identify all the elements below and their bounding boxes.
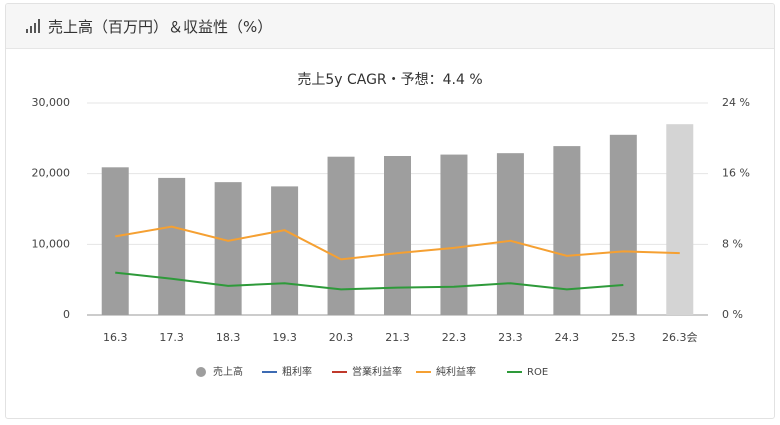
y-tick-label: 0	[63, 308, 70, 321]
bar	[553, 146, 581, 315]
bar	[271, 186, 299, 315]
x-tick-label: 21.3	[385, 331, 410, 344]
card: 売上高（百万円）＆収益性（%）	[5, 3, 775, 419]
card-header: 売上高（百万円）＆収益性（%）	[6, 4, 774, 49]
bar	[609, 134, 637, 315]
bar	[496, 153, 524, 315]
line	[115, 225, 680, 261]
y-tick-label: 20,000	[32, 167, 71, 180]
x-tick-label: 17.3	[159, 331, 184, 344]
legend-label: ROE	[527, 367, 548, 378]
x-tick-label: 24.3	[555, 331, 580, 344]
x-tick-label: 26.3会	[662, 331, 698, 344]
x-tick-label: 16.3	[103, 331, 128, 344]
bar	[214, 182, 242, 315]
x-tick-label: 20.3	[329, 331, 354, 344]
legend-label: 売上高	[213, 365, 243, 378]
bar	[327, 156, 355, 315]
x-tick-label: 22.3	[442, 331, 467, 344]
y2-tick-label: 8 %	[722, 237, 743, 250]
legend-label: 粗利率	[282, 365, 312, 378]
legend-swatch	[196, 367, 206, 377]
y2-tick-label: 24 %	[722, 96, 750, 109]
header-title: 売上高（百万円）＆収益性（%）	[48, 17, 273, 36]
chart-title: 売上5y CAGR・予想：4.4 %	[297, 72, 482, 88]
bar	[440, 154, 468, 315]
bar	[158, 177, 186, 315]
legend-label: 営業利益率	[352, 365, 402, 378]
y2-tick-label: 16 %	[722, 167, 750, 180]
bars-icon	[26, 19, 40, 33]
bar	[101, 167, 129, 315]
x-tick-label: 18.3	[216, 331, 241, 344]
bar	[666, 124, 694, 315]
line	[115, 271, 624, 291]
x-tick-label: 19.3	[272, 331, 297, 344]
x-tick-label: 25.3	[611, 331, 636, 344]
y2-tick-label: 0 %	[722, 308, 743, 321]
y-tick-label: 30,000	[32, 96, 71, 109]
x-tick-label: 23.3	[498, 331, 523, 344]
bar	[384, 156, 411, 315]
y-tick-label: 10,000	[32, 237, 71, 250]
legend-label: 純利益率	[436, 365, 476, 378]
